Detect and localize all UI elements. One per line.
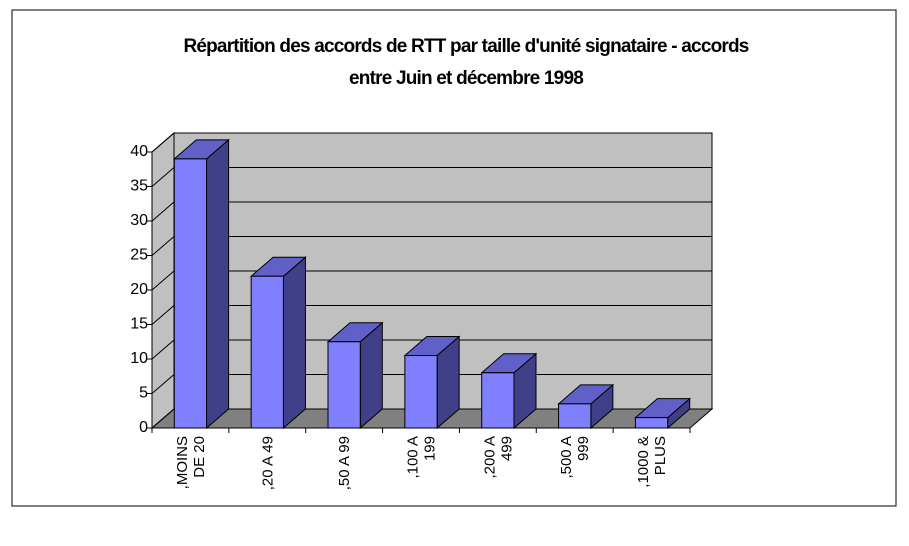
bar xyxy=(327,341,361,429)
bar xyxy=(404,355,438,429)
x-tick-label-line: 999 xyxy=(575,436,592,461)
x-tick-label-line: ,500 A xyxy=(558,436,575,479)
y-tick-label: 0 xyxy=(139,419,148,436)
chart-title: Répartition des accords de RTT par taill… xyxy=(183,36,748,57)
x-tick-label: ,MOINS DE 20 xyxy=(174,436,208,489)
grid-line xyxy=(151,132,712,153)
x-tick-label-line: 499 xyxy=(498,436,515,461)
y-tick-label: 40 xyxy=(130,143,148,160)
x-tick-label-line: 199 xyxy=(422,436,439,461)
x-tick-label-line: PLUS xyxy=(652,436,669,475)
y-tick-label: 35 xyxy=(130,178,148,195)
x-tick-label: ,100 A 199 xyxy=(405,436,439,479)
bar-side xyxy=(282,256,306,430)
x-tick-label: ,20 A 49 xyxy=(259,436,276,490)
y-tick-label: 25 xyxy=(130,247,148,264)
y-tick-label: 15 xyxy=(130,316,148,333)
x-tick-label: ,50 A 99 xyxy=(336,436,353,490)
y-tick-label: 30 xyxy=(130,212,148,229)
chart-frame xyxy=(11,9,897,507)
bar xyxy=(481,372,515,429)
x-tick-label: ,1000 & PLUS xyxy=(635,436,669,488)
x-tick-label: ,200 A 499 xyxy=(481,436,515,479)
bar-side xyxy=(206,138,230,430)
x-tick-label: ,500 A 999 xyxy=(558,436,592,479)
x-tick-label-line: ,1000 & xyxy=(635,436,652,488)
x-tick-label-line: ,20 A 49 xyxy=(259,436,276,490)
x-tick-label-line: ,MOINS xyxy=(174,436,191,489)
x-tick-label-line: ,50 A 99 xyxy=(336,436,353,490)
chart-title: entre Juin et décembre 1998 xyxy=(349,68,583,89)
y-tick-label: 20 xyxy=(130,281,148,298)
x-tick-label-line: DE 20 xyxy=(191,436,208,478)
y-tick-label: 5 xyxy=(139,385,148,402)
bar xyxy=(558,403,592,429)
x-tick-label-line: ,200 A xyxy=(481,436,498,479)
bar xyxy=(173,158,208,429)
y-tick-label: 10 xyxy=(130,350,148,367)
bar xyxy=(634,417,669,429)
bar xyxy=(250,275,284,429)
x-tick-label-line: ,100 A xyxy=(405,436,422,479)
